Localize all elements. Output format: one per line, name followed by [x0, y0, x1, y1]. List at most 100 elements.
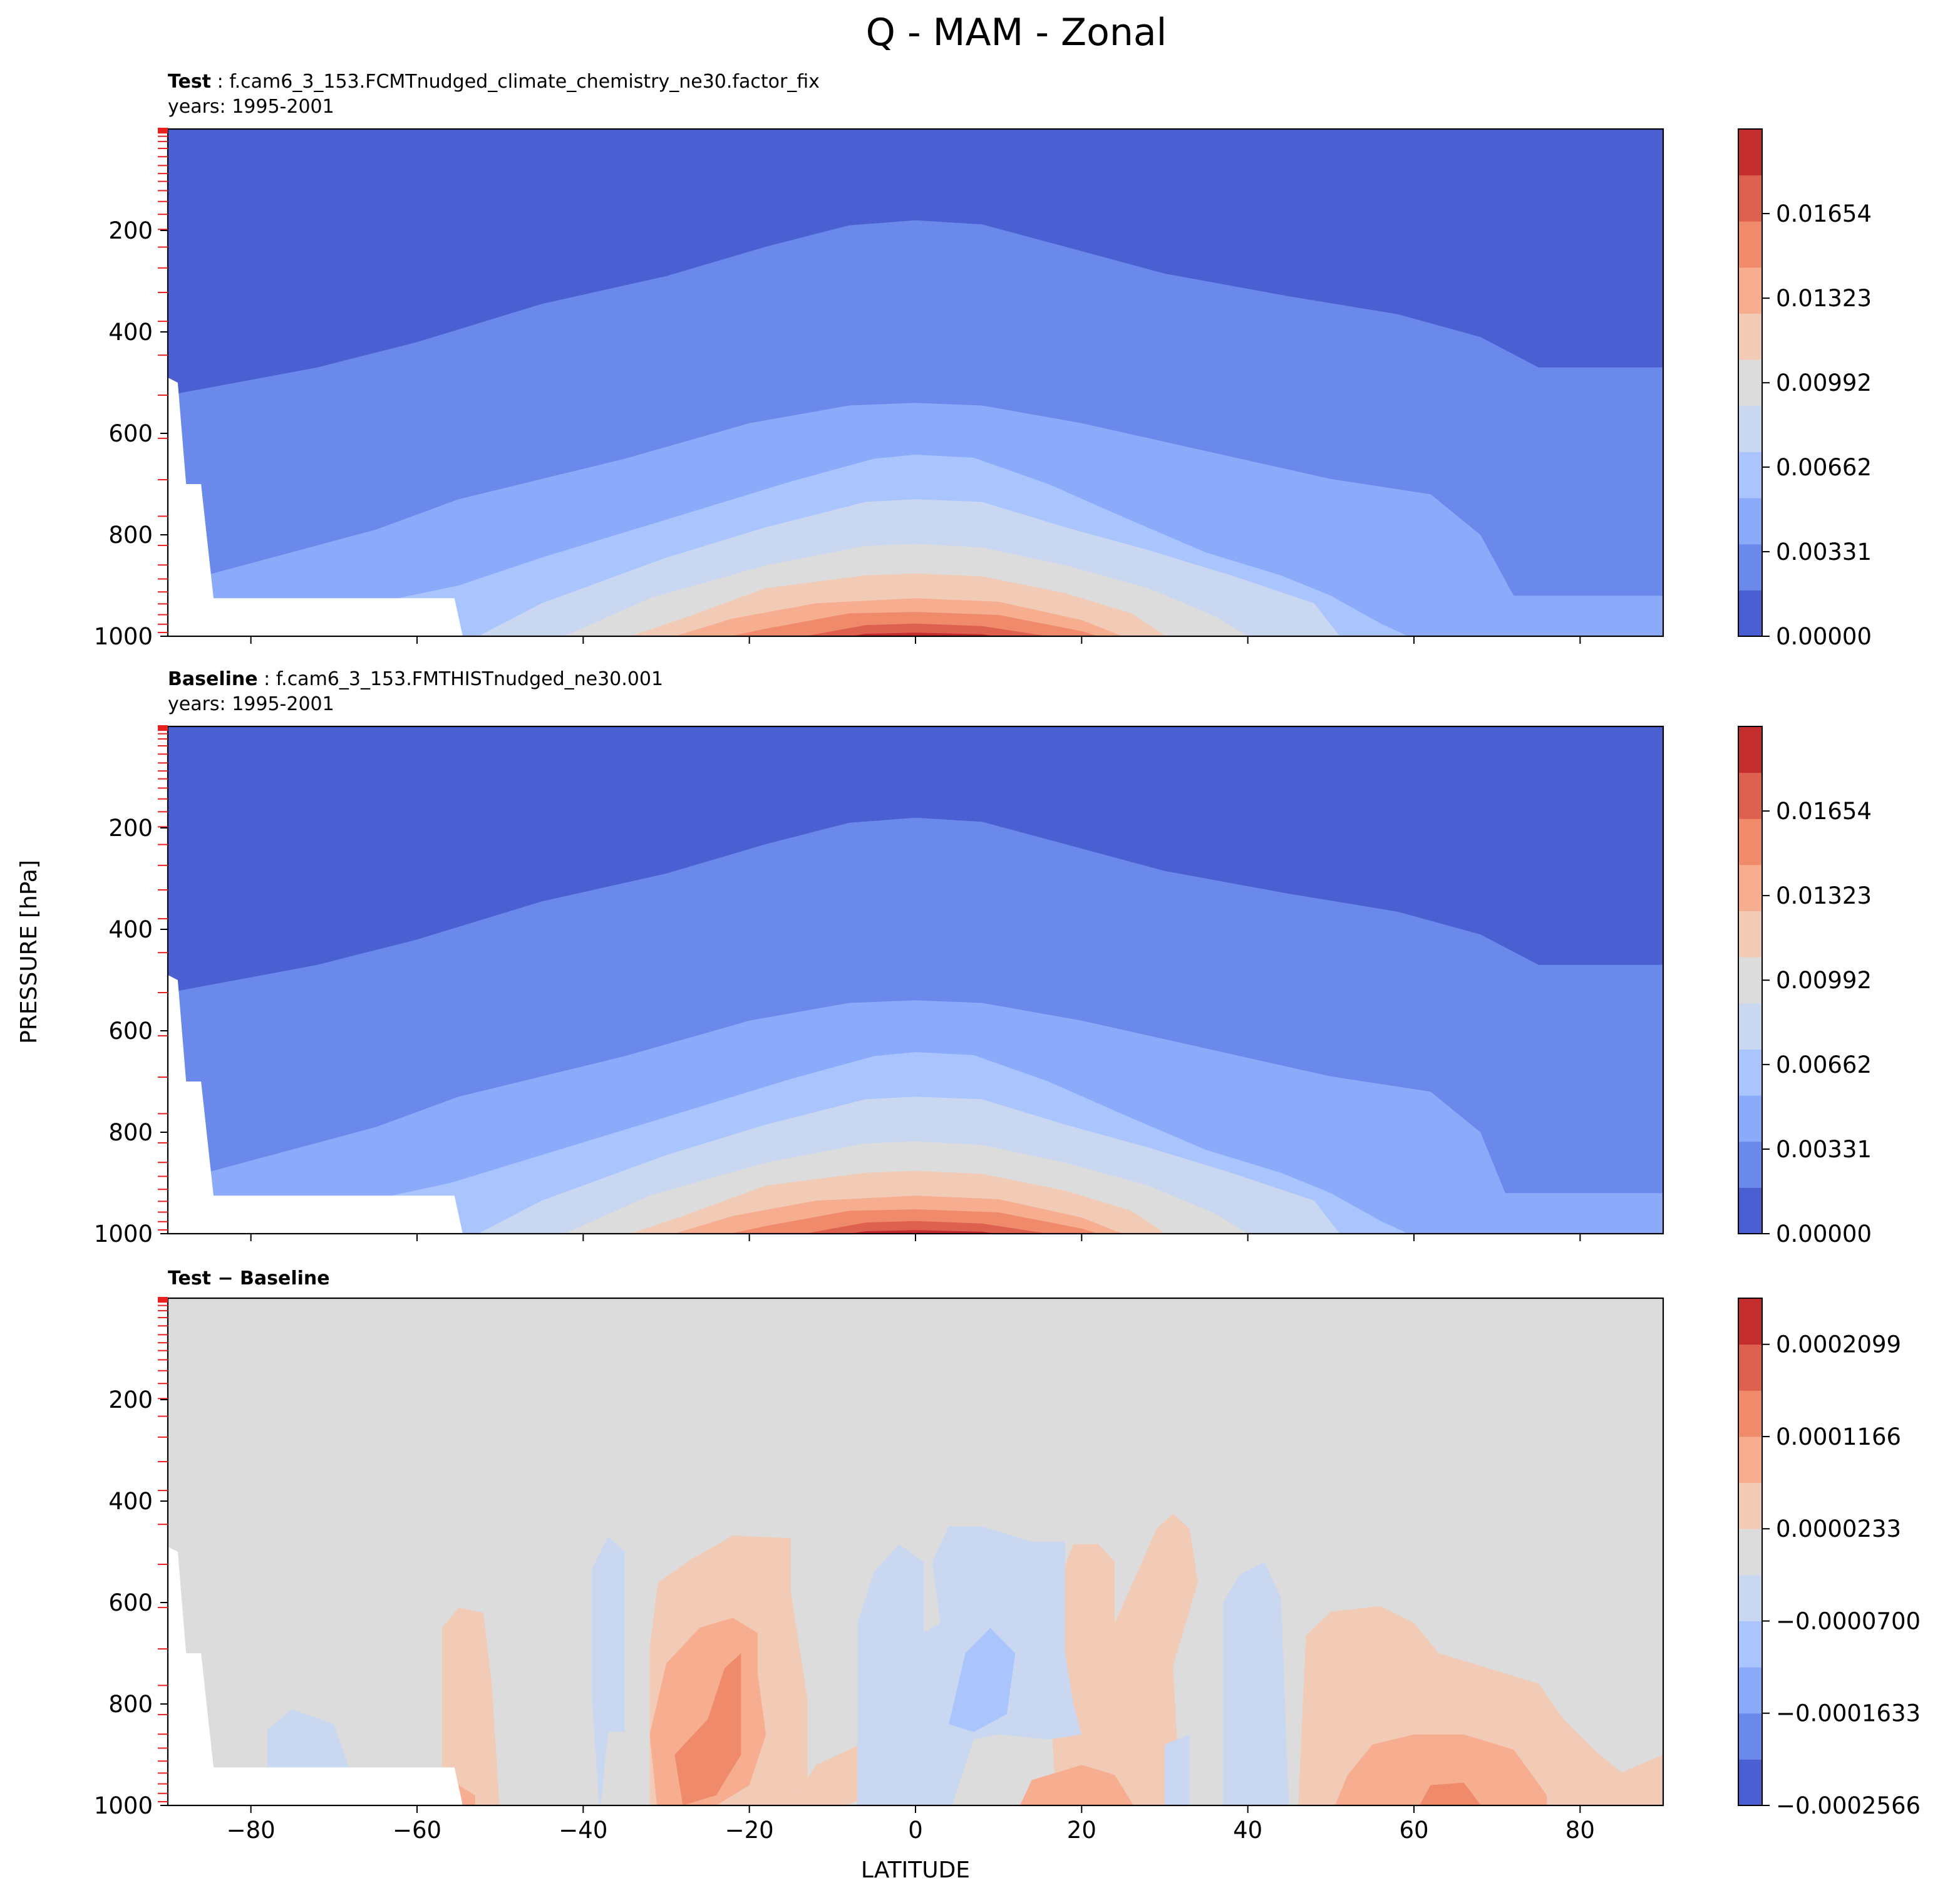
x-tick-label: 80: [1565, 1817, 1595, 1844]
colorbar-tick-label: 0.01323: [1776, 882, 1872, 909]
plot-area: [168, 726, 1663, 1234]
panel-header: Baseline : f.cam6_3_153.FMTHISTnudged_ne…: [168, 668, 663, 690]
colorbar-swatch: [1738, 772, 1762, 819]
anomaly-region-8: [1222, 1562, 1289, 1805]
anomaly-region-14: [674, 1653, 741, 1805]
figure-title: Q - MAM - Zonal: [866, 11, 1167, 54]
colorbar: 0.00000 0.00331 0.00662 0.00992 0.01323 0.016…: [1738, 726, 1872, 1247]
colorbar-swatch: [1738, 1667, 1762, 1714]
band-level-9: [804, 1221, 1049, 1234]
y-tick-label: 600: [108, 1018, 153, 1045]
missing-data-mask: [168, 974, 463, 1234]
colorbar: −0.0002566 −0.0001633 −0.0000700 0.0000233 0…: [1738, 1298, 1921, 1819]
colorbar-swatch: [1738, 221, 1762, 268]
y-axis-label: PRESSURE [hPa]: [16, 860, 42, 1044]
colorbar-swatch: [1738, 1095, 1762, 1142]
colorbar-tick-label: 0.00992: [1776, 967, 1872, 994]
colorbar-swatch: [1738, 405, 1762, 452]
y-tick-label: 200: [108, 815, 153, 842]
x-tick-label: −80: [227, 1817, 276, 1844]
panel-header-bold: Baseline: [168, 668, 258, 690]
anomaly-region-9: [1165, 1734, 1190, 1805]
colorbar-swatch: [1738, 175, 1762, 222]
colorbar-swatch: [1738, 498, 1762, 545]
plot-area: [168, 1298, 1663, 1805]
colorbar-tick-label: 0.01654: [1776, 798, 1872, 825]
colorbar-swatch: [1738, 957, 1762, 1004]
colorbar-swatch: [1738, 1187, 1762, 1234]
panel-difference: 200 400 600 800 1000 −80 −60 −40 −20 0 20 40 60 80 Tes…: [94, 1268, 1921, 1844]
colorbar-tick-label: 0.00000: [1776, 623, 1872, 650]
colorbar-swatch: [1738, 1759, 1762, 1806]
panel-years: years: 1995-2001: [168, 693, 334, 715]
y-tick-label: 200: [108, 217, 153, 244]
x-axis-label: LATITUDE: [861, 1857, 970, 1883]
colorbar-tick-label: −0.0002566: [1776, 1792, 1921, 1819]
colorbar-swatch: [1738, 1049, 1762, 1096]
colorbar-tick-label: 0.0001166: [1776, 1423, 1901, 1450]
y-tick-label: 200: [108, 1386, 153, 1413]
panel-baseline: 200 400 600 800 1000 Baseline : f.cam6_3_153.…: [94, 668, 1872, 1247]
model-level-ticks: [158, 725, 168, 1231]
y-tick-label: 800: [108, 1691, 153, 1718]
colorbar-swatch: [1738, 818, 1762, 865]
model-level-ticks: [158, 128, 168, 634]
colorbar-swatch: [1738, 911, 1762, 958]
panel-header-case: : f.cam6_3_153.FCMTnudged_climate_chemis…: [211, 71, 820, 93]
colorbar-tick-label: 0.00331: [1776, 539, 1872, 565]
x-tick-label: 0: [908, 1817, 923, 1844]
colorbar-swatch: [1738, 726, 1762, 773]
x-tick-label: −40: [559, 1817, 607, 1844]
colorbar-swatch: [1738, 1713, 1762, 1760]
panel-header: Test − Baseline: [168, 1268, 330, 1289]
colorbar-tick-label: 0.00992: [1776, 369, 1872, 396]
colorbar-tick-label: 0.00331: [1776, 1136, 1872, 1163]
band-level-10: [849, 1230, 996, 1234]
anomaly-region-5: [591, 1536, 625, 1805]
colorbar-swatch: [1738, 590, 1762, 637]
y-tick-label: 600: [108, 1589, 153, 1616]
colorbar-swatch: [1738, 1003, 1762, 1050]
x-tick-label: 40: [1233, 1817, 1262, 1844]
panel-test: 200 400 600 800 1000 Test : f.cam6_3_153.FCMT…: [94, 71, 1872, 650]
colorbar-swatch: [1738, 1529, 1762, 1576]
anomaly-region-13: [1334, 1734, 1547, 1805]
colorbar-tick-label: −0.0000700: [1776, 1608, 1921, 1634]
colorbar-swatch: [1738, 1621, 1762, 1668]
colorbar-swatch: [1738, 1298, 1762, 1345]
anomaly-region-17: [949, 1628, 1016, 1732]
colorbar-tick-label: 0.00000: [1776, 1221, 1872, 1247]
band-level-9: [804, 623, 1049, 636]
colorbar-swatch: [1738, 544, 1762, 591]
colorbar-tick-label: 0.00662: [1776, 1051, 1872, 1078]
panel-header: Test : f.cam6_3_153.FCMTnudged_climate_c…: [168, 71, 820, 93]
colorbar-swatch: [1738, 1390, 1762, 1437]
y-tick-label: 800: [108, 522, 153, 549]
x-tick-label: −20: [725, 1817, 774, 1844]
colorbar-swatch: [1738, 1436, 1762, 1484]
colorbar-swatch: [1738, 1344, 1762, 1391]
x-tick-label: −60: [393, 1817, 441, 1844]
colorbar-swatch: [1738, 1574, 1762, 1621]
anomaly-region-7: [267, 1709, 351, 1773]
panel-header-bold: Test − Baseline: [168, 1268, 330, 1289]
colorbar-tick-label: 0.00662: [1776, 454, 1872, 481]
y-tick-label: 400: [108, 1488, 153, 1515]
y-tick-label: 1000: [94, 1792, 153, 1819]
y-tick-label: 600: [108, 420, 153, 447]
anomaly-region-0: [441, 1608, 500, 1805]
colorbar-swatch: [1738, 452, 1762, 498]
missing-data-mask: [168, 1546, 463, 1805]
colorbar-tick-label: 0.01654: [1776, 200, 1872, 227]
x-tick-label: 20: [1067, 1817, 1096, 1844]
colorbar: 0.00000 0.00331 0.00662 0.00992 0.01323 0.016…: [1738, 128, 1872, 650]
colorbar-tick-label: −0.0001633: [1776, 1700, 1921, 1727]
colorbar-swatch: [1738, 313, 1762, 360]
y-tick-label: 800: [108, 1119, 153, 1146]
anomaly-region-15: [1419, 1782, 1482, 1805]
panel-header-bold: Test: [168, 71, 211, 93]
colorbar-swatch: [1738, 129, 1762, 176]
anomaly-region-3: [1048, 1514, 1199, 1805]
